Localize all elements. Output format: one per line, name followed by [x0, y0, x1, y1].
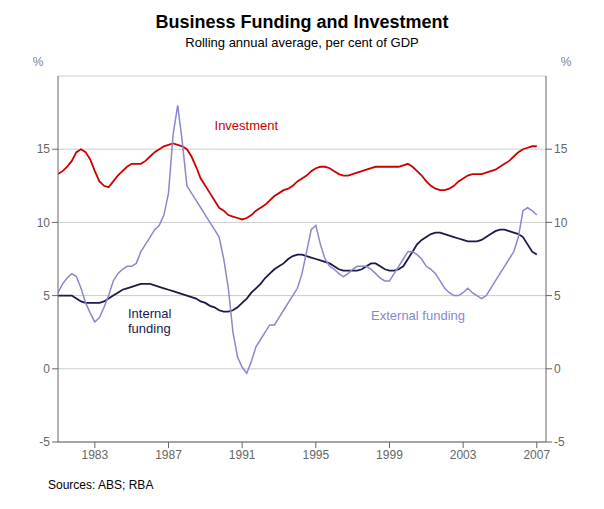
html-text:Business Funding and Investmen: Business Funding and Investment	[155, 12, 449, 32]
html-text:Rolling annual average, per ce: Rolling annual average, per cent of GDP	[185, 35, 419, 50]
svg-text:1995: 1995	[302, 448, 329, 462]
svg-text:External funding: External funding	[371, 308, 465, 323]
svg-text:0: 0	[43, 362, 50, 376]
svg-text:1991: 1991	[229, 448, 256, 462]
svg-text:Internalfunding: Internalfunding	[128, 306, 171, 336]
svg-text:2007: 2007	[523, 448, 550, 462]
svg-text:%: %	[33, 55, 44, 69]
svg-text:0: 0	[554, 362, 561, 376]
svg-text:10: 10	[37, 216, 51, 230]
svg-text:5: 5	[554, 289, 561, 303]
svg-text:-5: -5	[39, 435, 50, 449]
svg-text:2003: 2003	[450, 448, 477, 462]
svg-text:5: 5	[43, 289, 50, 303]
svg-text:1983: 1983	[81, 448, 108, 462]
svg-text:-5: -5	[554, 435, 565, 449]
svg-text:%: %	[561, 55, 572, 69]
html-text:Sources: ABS; RBA: Sources: ABS; RBA	[48, 478, 154, 492]
svg-text:10: 10	[554, 216, 568, 230]
svg-text:Investment: Investment	[215, 118, 279, 133]
svg-text:1987: 1987	[155, 448, 182, 462]
svg-text:15: 15	[554, 142, 568, 156]
svg-text:1999: 1999	[376, 448, 403, 462]
svg-text:15: 15	[37, 142, 51, 156]
